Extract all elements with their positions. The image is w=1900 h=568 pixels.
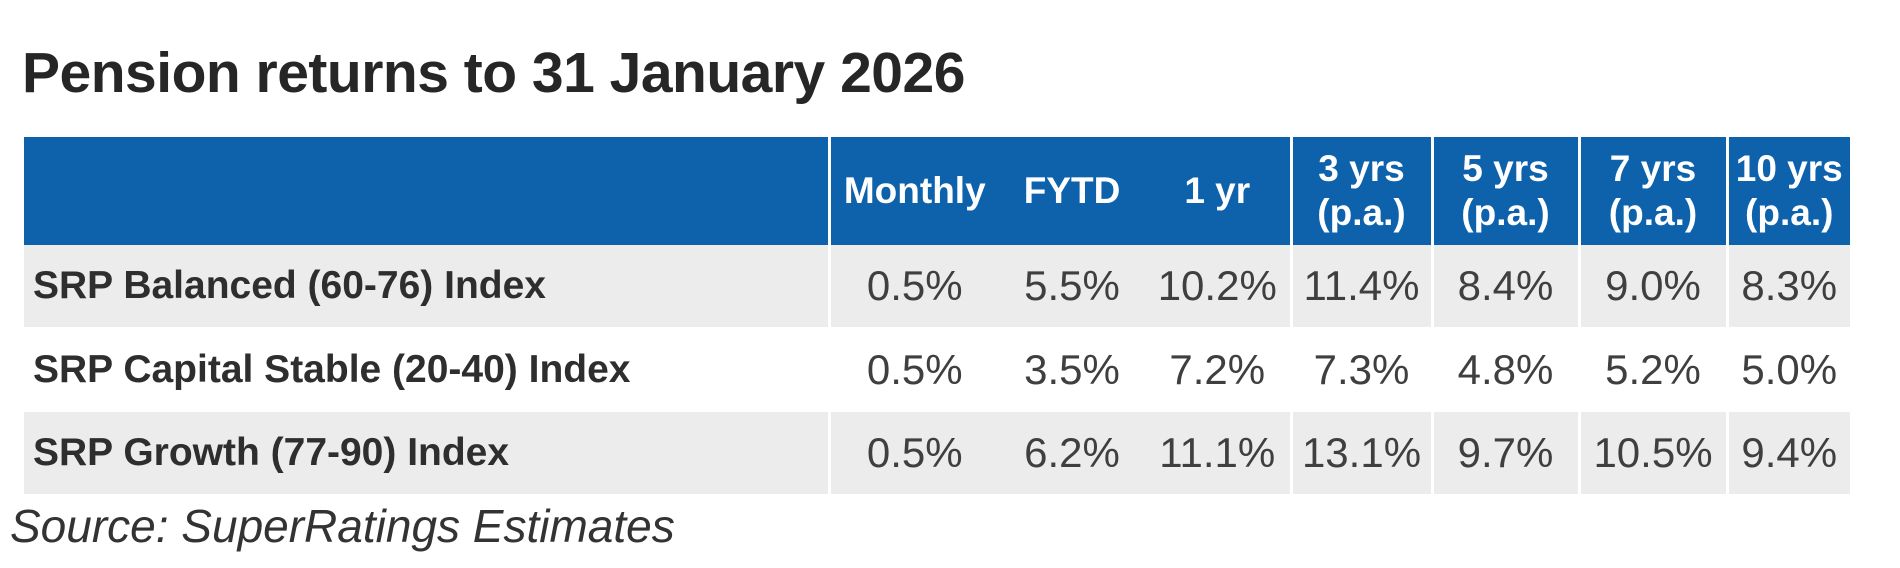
cell-value: 8.3% <box>1725 245 1850 328</box>
cell-value: 0.5% <box>827 327 999 411</box>
cell-value: 10.2% <box>1157 262 1277 309</box>
page-title: Pension returns to 31 January 2026 <box>22 41 965 106</box>
cell-value: 7.3% <box>1289 327 1432 411</box>
table-row-balanced: SRP Balanced (60-76) Index 0.5% 5.5% 10.… <box>24 245 1850 328</box>
cell-value: 3.5% <box>999 327 1145 411</box>
column-header-fytd: FYTD <box>999 137 1145 245</box>
column-header-5yr: 5 yrs (p.a.) <box>1430 137 1579 245</box>
table-row-capital-stable: SRP Capital Stable (20-40) Index 0.5% 3.… <box>24 327 1850 411</box>
cell-value: 10.5% <box>1577 410 1727 494</box>
cell-value: 8.4% <box>1430 245 1579 328</box>
cell-value: 11.4% <box>1289 245 1432 328</box>
cell-value: 6.2% <box>999 410 1145 494</box>
cell-value: 9.0% <box>1577 245 1727 328</box>
cell-value: 0.5% <box>827 410 999 494</box>
table-header-row: Monthly FYTD 1 yr 3 yrs (p.a.) 5 yrs (p.… <box>24 137 1850 245</box>
cell-value: 9.7% <box>1430 410 1579 494</box>
cell-value: 11.1% <box>1145 410 1291 494</box>
cell-value: 0.5% <box>827 245 999 328</box>
column-header-blank <box>24 137 829 245</box>
cell-value: 5.5% <box>1024 262 1120 309</box>
pension-returns-table: Monthly FYTD 1 yr 3 yrs (p.a.) 5 yrs (p.… <box>24 137 1850 494</box>
row-label: SRP Capital Stable (20-40) Index <box>24 327 829 411</box>
cell-value: 5.0% <box>1725 327 1850 411</box>
table-row-growth: SRP Growth (77-90) Index 0.5% 6.2% 11.1%… <box>24 410 1850 494</box>
column-header-3yr: 3 yrs (p.a.) <box>1289 137 1432 245</box>
source-note: Source: SuperRatings Estimates <box>10 500 675 552</box>
cell-value: 4.8% <box>1430 327 1579 411</box>
cell-value: 13.1% <box>1289 410 1432 494</box>
cell-value: 7.2% <box>1145 327 1291 411</box>
row-label: SRP Growth (77-90) Index <box>24 410 829 494</box>
cell-value: 5.2% <box>1577 327 1727 411</box>
cell-value: 9.4% <box>1725 410 1850 494</box>
column-header-7yr: 7 yrs (p.a.) <box>1577 137 1727 245</box>
row-label: SRP Balanced (60-76) Index <box>33 264 546 307</box>
column-header-1yr: 1 yr <box>1145 137 1291 245</box>
column-header-monthly: Monthly <box>827 137 999 245</box>
returns-table: Monthly FYTD 1 yr 3 yrs (p.a.) 5 yrs (p.… <box>24 137 1850 494</box>
column-header-10yr: 10 yrs (p.a.) <box>1725 137 1850 245</box>
